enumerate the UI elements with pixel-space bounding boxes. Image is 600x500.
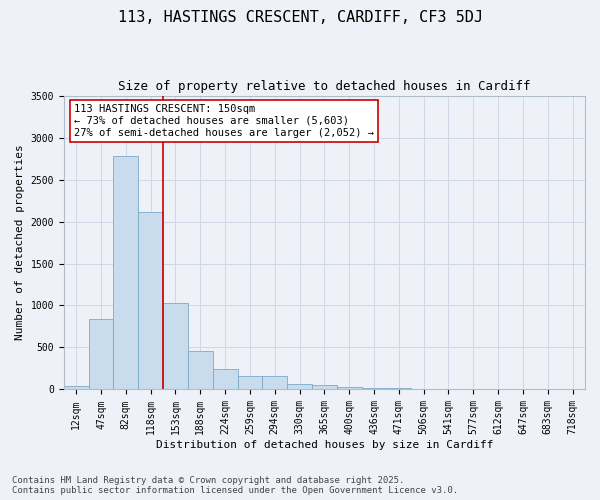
Bar [89,319,113,390]
Bar [337,387,362,390]
Bar [212,370,238,390]
Bar [113,156,138,390]
Text: 113 HASTINGS CRESCENT: 150sqm
← 73% of detached houses are smaller (5,603)
27% o: 113 HASTINGS CRESCENT: 150sqm ← 73% of d… [74,104,374,138]
Text: 113, HASTINGS CRESCENT, CARDIFF, CF3 5DJ: 113, HASTINGS CRESCENT, CARDIFF, CF3 5DJ [118,10,482,25]
Bar [163,303,188,390]
Bar [138,212,163,390]
Bar [188,351,212,390]
Bar [386,388,411,390]
Bar [362,388,386,390]
Title: Size of property relative to detached houses in Cardiff: Size of property relative to detached ho… [118,80,530,93]
Bar [64,386,89,390]
X-axis label: Distribution of detached houses by size in Cardiff: Distribution of detached houses by size … [155,440,493,450]
Bar [238,376,262,390]
Bar [312,385,337,390]
Bar [262,376,287,390]
Bar [287,384,312,390]
Text: Contains HM Land Registry data © Crown copyright and database right 2025.
Contai: Contains HM Land Registry data © Crown c… [12,476,458,495]
Y-axis label: Number of detached properties: Number of detached properties [15,144,25,340]
